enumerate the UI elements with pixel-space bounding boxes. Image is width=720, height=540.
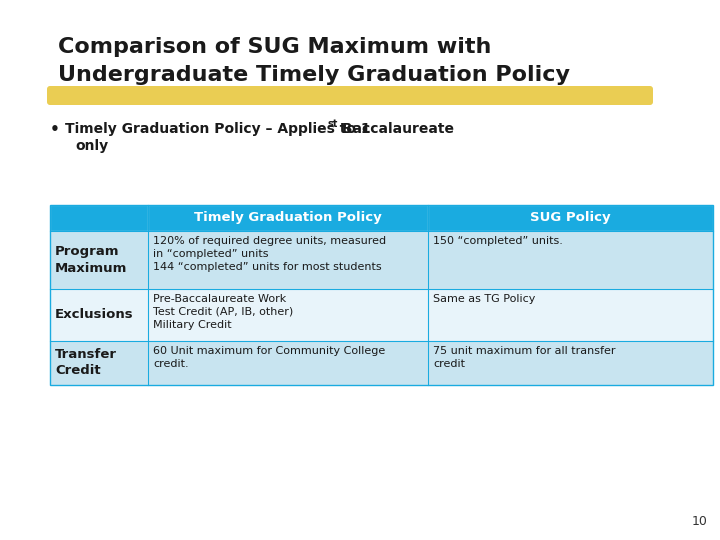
Text: Undergraduate Timely Graduation Policy: Undergraduate Timely Graduation Policy <box>58 65 570 85</box>
Text: Timely Graduation Policy: Timely Graduation Policy <box>194 212 382 225</box>
Text: •: • <box>50 122 60 137</box>
FancyBboxPatch shape <box>47 86 653 105</box>
Bar <box>148 231 428 289</box>
Text: Exclusions: Exclusions <box>55 308 134 321</box>
Text: Same as TG Policy: Same as TG Policy <box>433 294 536 304</box>
Text: 60 Unit maximum for Community College
credit.: 60 Unit maximum for Community College cr… <box>153 346 385 369</box>
Bar <box>428 289 713 341</box>
Text: Transfer
Credit: Transfer Credit <box>55 348 117 377</box>
Bar <box>50 341 148 385</box>
Bar <box>428 205 713 231</box>
Text: 120% of required degree units, measured
in “completed” units
144 “completed” uni: 120% of required degree units, measured … <box>153 236 386 272</box>
Text: Program
Maximum: Program Maximum <box>55 246 127 274</box>
Text: only: only <box>75 139 108 153</box>
Bar <box>148 289 428 341</box>
Bar <box>50 205 713 385</box>
Bar <box>50 289 148 341</box>
Bar <box>50 231 148 289</box>
Bar <box>428 341 713 385</box>
Text: Baccalaureate: Baccalaureate <box>337 122 454 136</box>
Bar <box>50 205 148 231</box>
Text: SUG Policy: SUG Policy <box>530 212 611 225</box>
Text: st: st <box>327 119 338 129</box>
Text: Comparison of SUG Maximum with: Comparison of SUG Maximum with <box>58 37 491 57</box>
Text: Pre-Baccalaureate Work
Test Credit (AP, IB, other)
Military Credit: Pre-Baccalaureate Work Test Credit (AP, … <box>153 294 293 329</box>
Text: 75 unit maximum for all transfer
credit: 75 unit maximum for all transfer credit <box>433 346 616 369</box>
Text: 150 “completed” units.: 150 “completed” units. <box>433 236 563 246</box>
Bar <box>148 341 428 385</box>
Text: 10: 10 <box>692 515 708 528</box>
Text: Timely Graduation Policy – Applies to 1: Timely Graduation Policy – Applies to 1 <box>65 122 371 136</box>
Bar <box>148 205 428 231</box>
Bar <box>428 231 713 289</box>
